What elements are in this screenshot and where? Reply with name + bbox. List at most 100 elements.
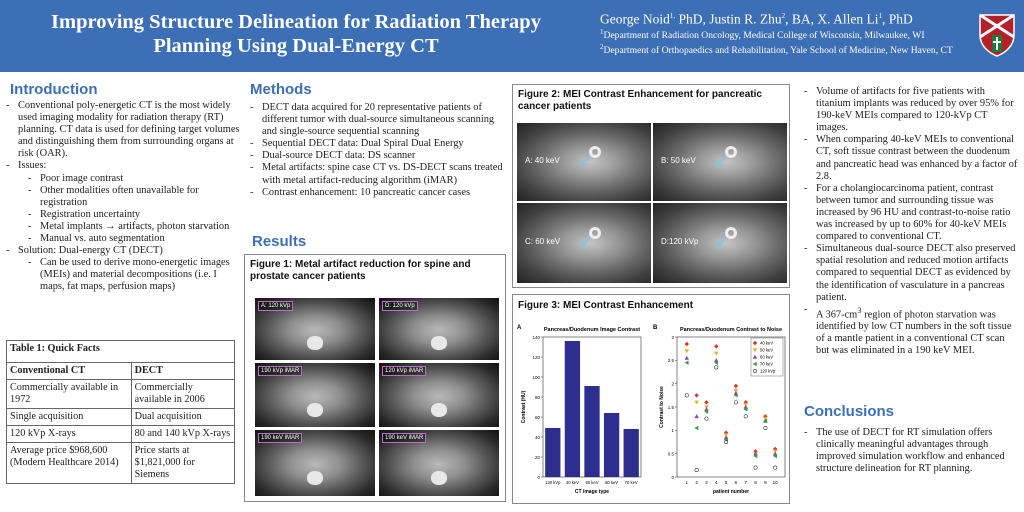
findings-item: Volume of artifacts for five patients wi…	[804, 86, 1020, 134]
intro-item: Other modalities often unavailable for r…	[6, 185, 242, 209]
x-axis-label: CT image type	[575, 489, 609, 495]
intro-item: Solution: Dual-energy CT (DECT)	[6, 245, 242, 257]
figure-2: Figure 2: MEI Contrast Enhancement for p…	[512, 84, 790, 288]
arrow-icon: ↙	[714, 231, 729, 251]
y-tick-label: 40	[535, 435, 541, 440]
legend-label: 50 keV	[760, 348, 773, 353]
intro-item: Poor image contrast	[6, 173, 242, 185]
arrow-icon: ↙	[714, 151, 729, 171]
x-tick-label: 8	[754, 480, 757, 485]
y-axis-label: Contrast (HU)	[521, 390, 527, 423]
intro-item: Manual vs. auto segmentation	[6, 233, 242, 245]
shield-crest-icon	[979, 13, 1015, 57]
panel-label: D: 120 kVp	[382, 301, 418, 311]
panel-label: 190 keV iMAR	[258, 433, 303, 443]
y-tick-label: 3	[671, 335, 674, 340]
data-point	[714, 365, 719, 370]
x-tick-label: 2	[695, 480, 698, 485]
x-tick-label: 3	[705, 480, 708, 485]
data-point	[694, 393, 699, 398]
intro-heading: Introduction	[10, 81, 98, 98]
x-tick-label: 60 keV	[605, 480, 618, 485]
methods-item: DECT data acquired for 20 representative…	[250, 102, 506, 138]
methods-item: Metal artifacts: spine case CT vs. DS-DE…	[250, 162, 506, 186]
panel-label: C: 60 keV	[525, 236, 561, 246]
data-point	[694, 468, 699, 473]
panel-label: 190 keV iMAR	[382, 433, 427, 443]
panel-label: A: 40 keV	[525, 155, 560, 165]
x-axis-label: patient number	[713, 489, 749, 495]
x-tick-label: 120 kVp	[545, 480, 561, 485]
y-tick-label: 2	[671, 381, 674, 386]
bar	[545, 428, 561, 477]
data-point	[684, 360, 689, 365]
y-tick-label: 100	[532, 375, 540, 380]
methods-item: Contrast enhancement: 10 pancreatic canc…	[250, 187, 506, 199]
poster-title: Improving Structure Delineation for Radi…	[51, 11, 541, 57]
data-point	[694, 400, 699, 405]
intro-item: Issues:	[6, 160, 242, 172]
data-point	[704, 416, 709, 421]
y-tick-label: 0	[671, 475, 674, 480]
ct-image: ↙ A: 40 keV	[517, 123, 651, 201]
legend-label: 60 keV	[760, 355, 773, 360]
table-cell: Commercially available in 2006	[130, 379, 236, 409]
conclusions-heading: Conclusions	[804, 403, 895, 420]
table-row: 120 kVp X-rays 80 and 140 kVp X-rays	[6, 425, 236, 443]
data-point	[743, 414, 748, 419]
ct-image: 190 keV iMAR	[255, 430, 375, 496]
data-point	[763, 418, 768, 424]
x-tick-label: 4	[715, 480, 718, 485]
data-point	[704, 409, 709, 414]
table-cell: Commercially available in 1972	[6, 379, 132, 409]
y-tick-label: 120	[532, 355, 540, 360]
data-point	[772, 446, 778, 452]
legend-marker	[753, 368, 758, 373]
panel-letter: A	[517, 325, 522, 331]
ct-image: ↙ B: 50 keV	[653, 123, 787, 201]
table-cell: 80 and 140 kVp X-rays	[130, 425, 236, 443]
x-tick-label: 1	[686, 480, 689, 485]
y-axis-label: Contrast to Noise	[659, 386, 665, 428]
panel-label: B: 50 keV	[661, 155, 696, 165]
legend-label: 120 kVp	[760, 369, 776, 374]
arrow-icon: ↙	[578, 231, 593, 251]
intro-item: Can be used to derive mono-energetic ima…	[6, 257, 242, 293]
table-cell: Price starts at $1,821,000 for Siemens	[130, 442, 236, 484]
y-tick-label: 80	[535, 395, 541, 400]
intro-item: Conventional poly-energetic CT is the mo…	[6, 100, 242, 160]
y-tick-label: 20	[535, 455, 541, 460]
chart-title: Pancreas/Duodenum Contrast to Noise	[680, 327, 782, 333]
data-point	[743, 407, 748, 412]
y-tick-label: 1.5	[668, 405, 675, 410]
data-point	[684, 341, 690, 347]
data-point	[723, 437, 728, 442]
figure-1: Figure 1: Metal artifact reduction for s…	[244, 254, 506, 502]
methods-list: DECT data acquired for 20 representative…	[250, 102, 506, 199]
panel-letter: B	[653, 325, 658, 331]
table-cell: Average price $968,600 (Modern Healthcar…	[6, 442, 132, 484]
data-point	[753, 453, 758, 459]
chart-title: Pancreas/Duodenum Image Contrast	[544, 327, 640, 333]
x-tick-label: 9	[764, 480, 767, 485]
y-tick-label: 0	[537, 475, 540, 480]
table-cell: 120 kVp X-rays	[6, 425, 132, 443]
authors: George Noid1, PhD, Justin R. Zhu2, BA, X…	[600, 11, 913, 27]
ct-image: ↙ D:120 kVp	[653, 203, 787, 283]
data-point	[684, 355, 690, 360]
data-point	[704, 400, 709, 405]
data-point	[714, 360, 719, 365]
title-banner: Improving Structure Delineation for Radi…	[0, 0, 1024, 72]
affiliations: 1Department of Radiation Oncology, Medic…	[600, 28, 953, 56]
table-header: Conventional CT	[6, 362, 132, 380]
table-row: Commercially available in 1972 Commercia…	[6, 379, 236, 409]
data-point	[694, 414, 699, 419]
data-point	[772, 453, 777, 459]
x-tick-label: 70 keV	[625, 480, 638, 485]
data-point	[714, 344, 719, 349]
legend-marker	[752, 354, 758, 359]
data-point	[714, 351, 719, 356]
methods-heading: Methods	[250, 81, 312, 98]
figure-3: Figure 3: MEI Contrast Enhancement A Panc…	[512, 294, 790, 504]
table-header: DECT	[130, 362, 236, 380]
